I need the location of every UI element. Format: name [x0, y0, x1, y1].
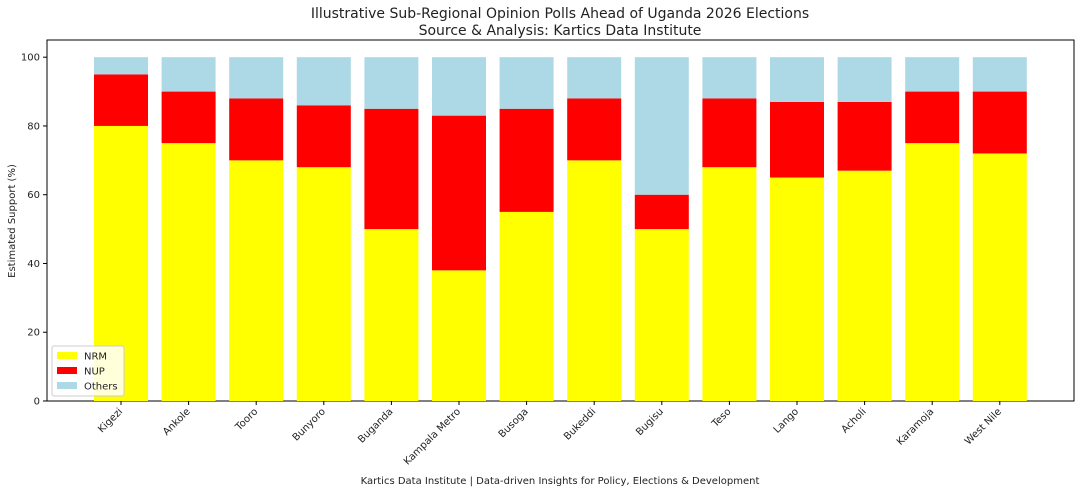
bar-others-busoga [499, 57, 554, 109]
bar-others-bugisu [634, 57, 689, 195]
bar-nup-teso [702, 98, 757, 168]
bar-others-teso [702, 57, 757, 99]
x-tick-label-kigezi: Kigezi [96, 406, 125, 435]
bar-others-bunyoro [296, 57, 351, 106]
bar-nup-bugisu [634, 194, 689, 230]
legend-label-nrm: NRM [84, 352, 107, 363]
bar-nup-busoga [499, 108, 554, 212]
y-tick-label-100: 100 [21, 53, 40, 64]
bar-nup-tooro [229, 98, 284, 161]
x-tick-label-kampala-metro: Kampala Metro [402, 406, 463, 467]
x-tick-label-bugisu: Bugisu [634, 406, 666, 438]
bar-nup-karamoja [905, 91, 960, 144]
bar-nrm-busoga [499, 211, 554, 401]
bar-nrm-lango [770, 177, 824, 401]
legend-swatch-nrm [57, 352, 77, 359]
bar-nup-kigezi [94, 74, 148, 126]
y-tick-label-20: 20 [27, 328, 40, 339]
bar-nup-acholi [837, 101, 892, 171]
bar-nrm-acholi [837, 170, 892, 401]
plot-area-frame [46, 39, 1075, 402]
x-tick-label-west-nile: West Nile [963, 406, 1004, 447]
bar-nrm-tooro [229, 160, 284, 401]
bar-nrm-bukeddi [567, 160, 622, 401]
bar-others-bukeddi [567, 57, 622, 99]
chart-title: Illustrative Sub-Regional Opinion Polls … [311, 6, 809, 22]
x-tick-label-acholi: Acholi [840, 406, 869, 435]
bar-nrm-karamoja [905, 143, 960, 401]
bar-nrm-teso [702, 167, 757, 401]
legend-swatch-nup [57, 367, 77, 374]
bar-others-lango [770, 57, 824, 102]
legend: NRM NUP Others [51, 345, 125, 397]
bar-nup-lango [770, 101, 824, 178]
x-tick-label-tooro: Tooro [233, 406, 260, 433]
legend-label-nup: NUP [84, 367, 105, 378]
bar-nrm-buganda [364, 229, 419, 401]
x-tick-label-lango: Lango [772, 406, 801, 435]
legend-swatch-others [57, 382, 77, 389]
y-tick-label-60: 60 [27, 190, 40, 201]
y-tick-label-40: 40 [27, 259, 40, 270]
x-axis: Kigezi Ankole Tooro Bunyoro Buganda Kampala M… [96, 401, 1004, 468]
bar-nrm-bugisu [634, 229, 689, 401]
bar-nup-buganda [364, 108, 419, 230]
bar-others-ankole [161, 57, 216, 92]
bar-others-tooro [229, 57, 284, 99]
x-tick-label-busoga: Busoga [497, 406, 531, 440]
y-tick-label-80: 80 [27, 121, 40, 132]
bar-others-kampala-metro [432, 57, 486, 116]
legend-label-others: Others [84, 382, 118, 393]
bar-nup-bunyoro [296, 105, 351, 168]
bars-group [94, 57, 1027, 401]
x-tick-label-bukeddi: Bukeddi [562, 406, 598, 442]
x-tick-label-teso: Teso [710, 406, 734, 430]
bar-nup-west-nile [972, 91, 1027, 154]
bar-nrm-kampala-metro [432, 270, 486, 401]
bar-others-acholi [837, 57, 892, 102]
x-tick-label-bunyoro: Bunyoro [291, 406, 328, 443]
x-tick-label-ankole: Ankole [161, 406, 193, 438]
bar-nup-bukeddi [567, 98, 622, 161]
y-tick-label-0: 0 [34, 397, 40, 408]
bar-others-karamoja [905, 57, 960, 92]
bar-nrm-west-nile [972, 153, 1027, 401]
x-tick-label-karamoja: Karamoja [895, 406, 936, 447]
bar-others-buganda [364, 57, 419, 109]
footer-text: Kartics Data Institute | Data-driven Ins… [361, 476, 760, 487]
bar-nup-ankole [161, 91, 216, 144]
bar-nrm-ankole [161, 143, 216, 401]
bar-others-kigezi [94, 57, 148, 75]
chart-subtitle: Source & Analysis: Kartics Data Institut… [419, 23, 702, 39]
bar-others-west-nile [972, 57, 1027, 92]
x-tick-label-buganda: Buganda [356, 406, 395, 445]
bar-nup-kampala-metro [432, 115, 486, 271]
y-axis: 0 20 40 60 80 100 [21, 53, 47, 408]
bar-nrm-bunyoro [296, 167, 351, 401]
y-axis-label: Estimated Support (%) [7, 164, 18, 278]
